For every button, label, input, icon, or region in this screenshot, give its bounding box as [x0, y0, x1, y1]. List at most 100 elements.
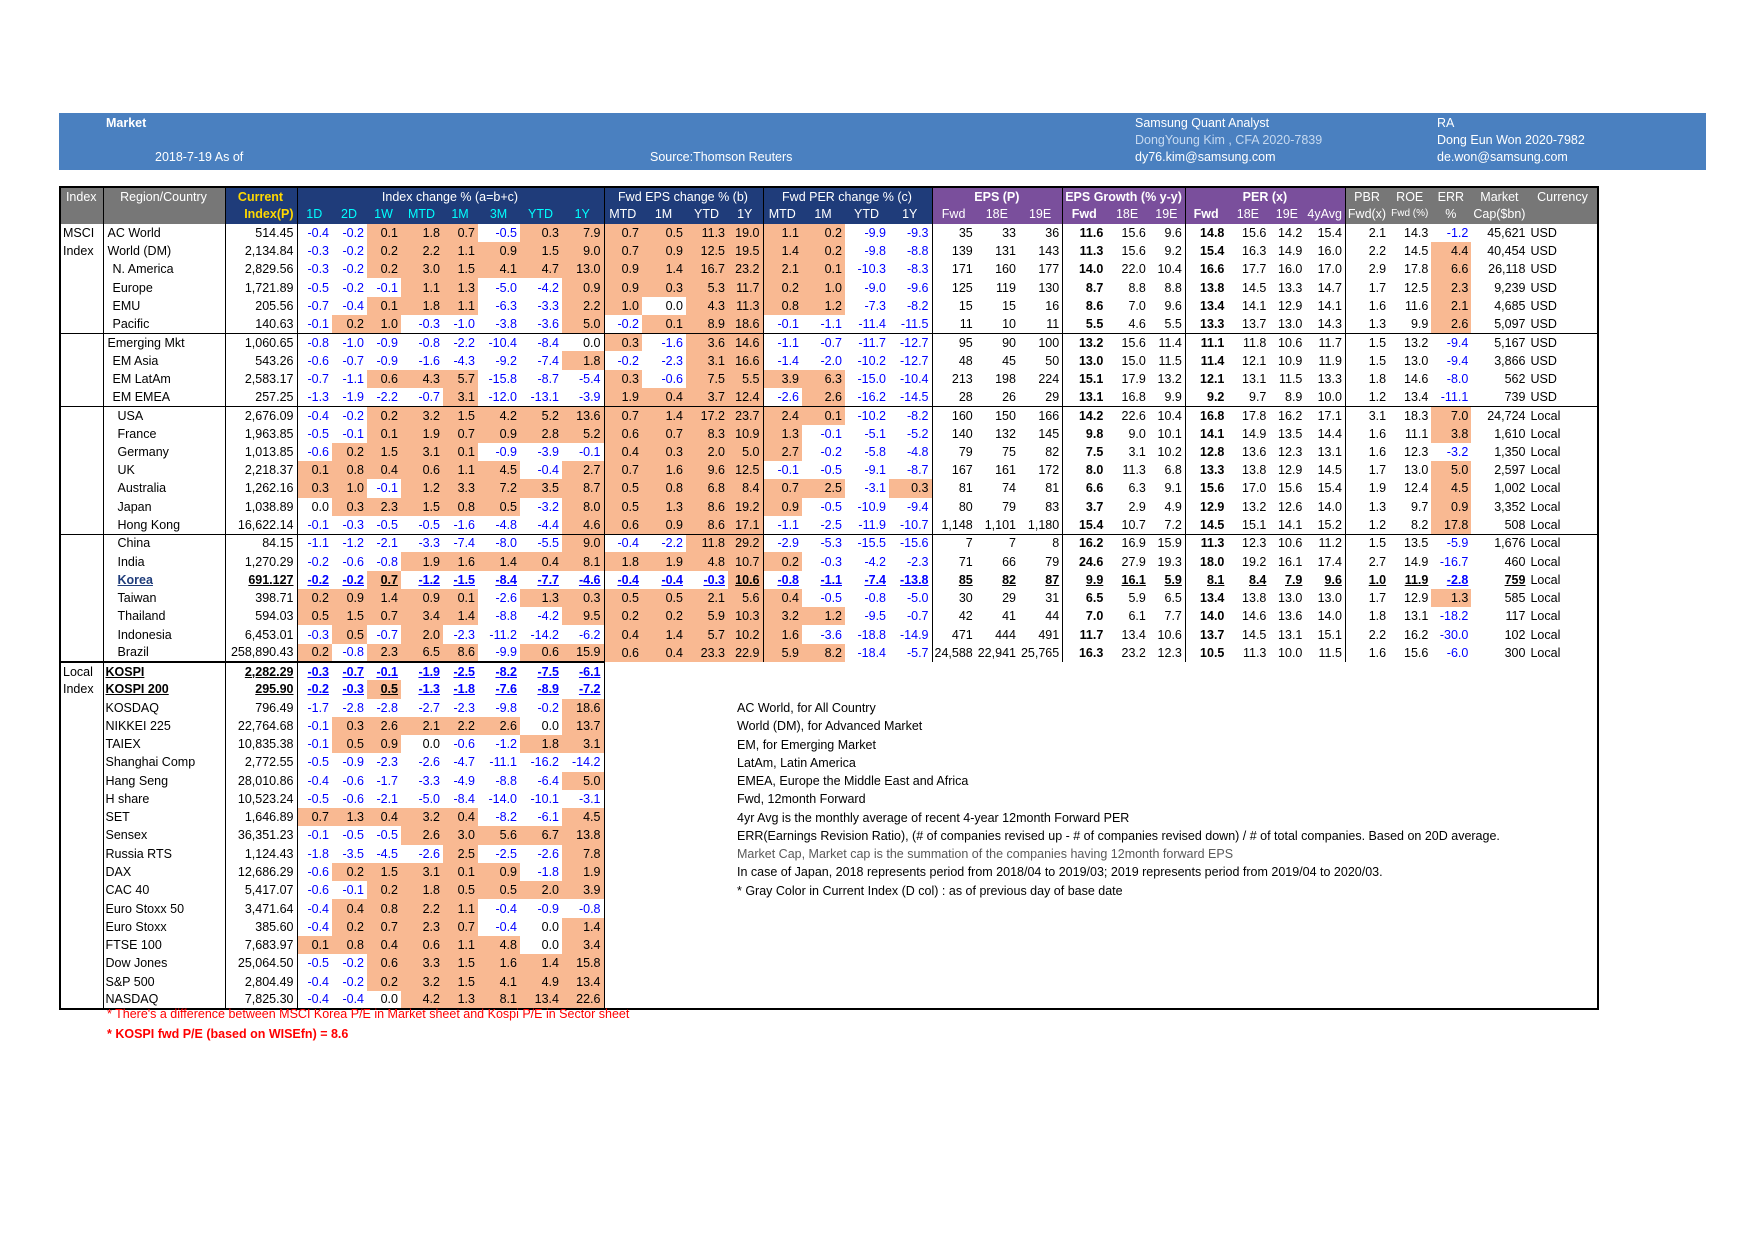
currency-cell: Local [1530, 444, 1561, 459]
per-change-cell: -8.7 [889, 461, 933, 480]
idx-change-cell: 9.5 [562, 607, 605, 626]
per-change-cell: -11.9 [858, 517, 886, 532]
idx-change-cell: -2.3 [453, 627, 475, 642]
idx-change-cell: 0.3 [332, 497, 367, 516]
per-cell: 11.5 [1278, 371, 1303, 386]
eps-change-cell: 5.3 [686, 278, 728, 297]
current-index: 398.71 [225, 588, 298, 608]
err-cell: -9.4 [1446, 353, 1469, 368]
idx-change-cell: 1.4 [443, 607, 478, 626]
idx-change-cell: 3.5 [520, 479, 562, 498]
per-change-cell: -9.3 [889, 223, 933, 242]
table-row: Thailand 594.03 0.5 1.5 0.7 3.4 1.4 -8.8 -4.2 9.5… [60, 607, 1598, 626]
per-change-cell: 3.2 [763, 607, 802, 626]
roe-cell: 9.7 [1410, 499, 1429, 514]
per-cell: 17.1 [1305, 405, 1346, 425]
idx-change-cell: 1.0 [367, 314, 401, 334]
idx-change-cell: 4.2 [478, 405, 520, 425]
idx-change-cell: -3.9 [562, 387, 605, 407]
idx-change-cell: -3.3 [418, 773, 440, 788]
eps-change-cell: 1.9 [604, 387, 642, 407]
current-index: 1,721.89 [225, 278, 298, 297]
idx-change-cell: -0.2 [537, 700, 559, 715]
eps-cell: 160 [995, 262, 1016, 277]
ra-email[interactable]: de.won@samsung.com [1437, 150, 1568, 164]
idx-change-cell: -0.6 [307, 883, 329, 898]
eps-cell: 1,180 [1018, 515, 1064, 535]
idx-change-cell: 2.8 [520, 424, 562, 443]
eps-growth-cell: 14.0 [1078, 262, 1104, 277]
idx-change-cell: -1.8 [307, 846, 329, 861]
table-row: CAC 40 5,417.07 -0.6 -0.1 0.2 1.8 0.5 0.5 2.0 3.9 [60, 881, 1598, 900]
eps-cell: 28 [958, 389, 973, 404]
idx-change-cell: -11.2 [489, 627, 517, 642]
eps-cell: 36 [1018, 223, 1064, 242]
idx-change-cell: -0.7 [418, 389, 440, 404]
eps-change-cell: 1.4 [642, 405, 686, 425]
per-change-cell: -0.8 [864, 591, 886, 606]
eps-cell: 25,765 [1018, 643, 1064, 662]
subcol-pbr2: Fwd(x) [1345, 205, 1390, 224]
idx-change-cell: -2.7 [418, 700, 440, 715]
idx-change-cell: -7.6 [495, 682, 517, 697]
per-change-cell: -14.5 [889, 387, 933, 407]
idx-change-cell: -5.0 [418, 791, 440, 806]
eps-cell: 166 [1018, 405, 1064, 425]
idx-change-cell: 3.4 [562, 935, 605, 955]
region-name: Australia [103, 479, 226, 498]
eps-growth-cell: 16.3 [1078, 645, 1104, 660]
per-cell: 17.7 [1242, 262, 1267, 277]
per-change-cell: -16.2 [857, 389, 887, 404]
idx-change-cell: 0.8 [332, 935, 367, 955]
currency-cell: Local [1528, 533, 1599, 553]
eps-growth-cell: 11.3 [1122, 463, 1146, 478]
footnote-pe-difference: * There's a difference between MSCI Kore… [107, 1007, 630, 1021]
per-change-cell: 1.1 [763, 223, 802, 242]
idx-change-cell: 0.1 [297, 935, 332, 955]
subcol-eps-1y: 1Y [728, 205, 764, 224]
per-cell: 16.6 [1200, 262, 1225, 277]
eps-cell: 85 [958, 572, 973, 587]
per-change-cell: -0.5 [820, 591, 842, 606]
empty-area [604, 899, 1598, 917]
currency-cell: Local [1530, 426, 1561, 441]
idx-change-cell: 13.0 [562, 260, 605, 279]
table-row: Emerging Mkt 1,060.65 -0.8 -1.0 -0.9 -0.8 -2.2… [60, 332, 1599, 352]
eps-growth-cell: 5.9 [1148, 570, 1186, 589]
market-cap-cell: 5,097 [1494, 316, 1526, 331]
idx-change-cell: 3.1 [401, 442, 443, 462]
per-cell: 12.8 [1200, 444, 1225, 459]
idx-change-cell: 0.8 [332, 461, 367, 480]
current-index: 2,829.56 [225, 260, 298, 279]
col-current: Current [225, 187, 298, 206]
eps-change-cell: 5.7 [686, 625, 728, 644]
eps-cell: 198 [995, 371, 1016, 386]
region-name: EM LatAm [103, 369, 226, 388]
currency-cell: USD [1530, 389, 1557, 404]
idx-change-cell: 0.3 [332, 716, 367, 736]
index-name: KOSPI [103, 660, 226, 681]
idx-change-cell: 3.1 [443, 387, 478, 407]
idx-change-cell: -7.4 [537, 353, 559, 368]
pbr-cell: 1.9 [1368, 481, 1387, 496]
eps-cell: 10 [1002, 316, 1016, 331]
pbr-cell: 1.0 [1368, 572, 1387, 587]
pbr-cell: 1.6 [1368, 645, 1387, 660]
idx-change-cell: -4.6 [562, 570, 605, 589]
idx-change-cell: 2.3 [401, 917, 443, 936]
eps-change-cell: 0.6 [604, 424, 642, 443]
eps-cell: 81 [1018, 479, 1064, 498]
idx-change-cell: -0.9 [537, 901, 559, 916]
index-name: NASDAQ [103, 990, 226, 1010]
group-label [60, 533, 104, 553]
current-index: 1,262.16 [225, 479, 298, 498]
idx-change-cell: -14.2 [562, 753, 605, 772]
roe-cell: 13.5 [1389, 533, 1432, 553]
current-index: 22,764.68 [225, 716, 298, 736]
idx-change-cell: 2.2 [562, 296, 605, 315]
idx-change-cell: -15.8 [488, 371, 518, 386]
market-cap-cell: 5,167 [1471, 332, 1529, 352]
table-row: Japan 1,038.89 0.0 0.3 2.3 1.5 0.8 0.5 -3.2 8.0 0.… [60, 497, 1598, 516]
analyst-email[interactable]: dy76.kim@samsung.com [1135, 150, 1276, 164]
idx-change-cell: 4.1 [478, 972, 520, 991]
